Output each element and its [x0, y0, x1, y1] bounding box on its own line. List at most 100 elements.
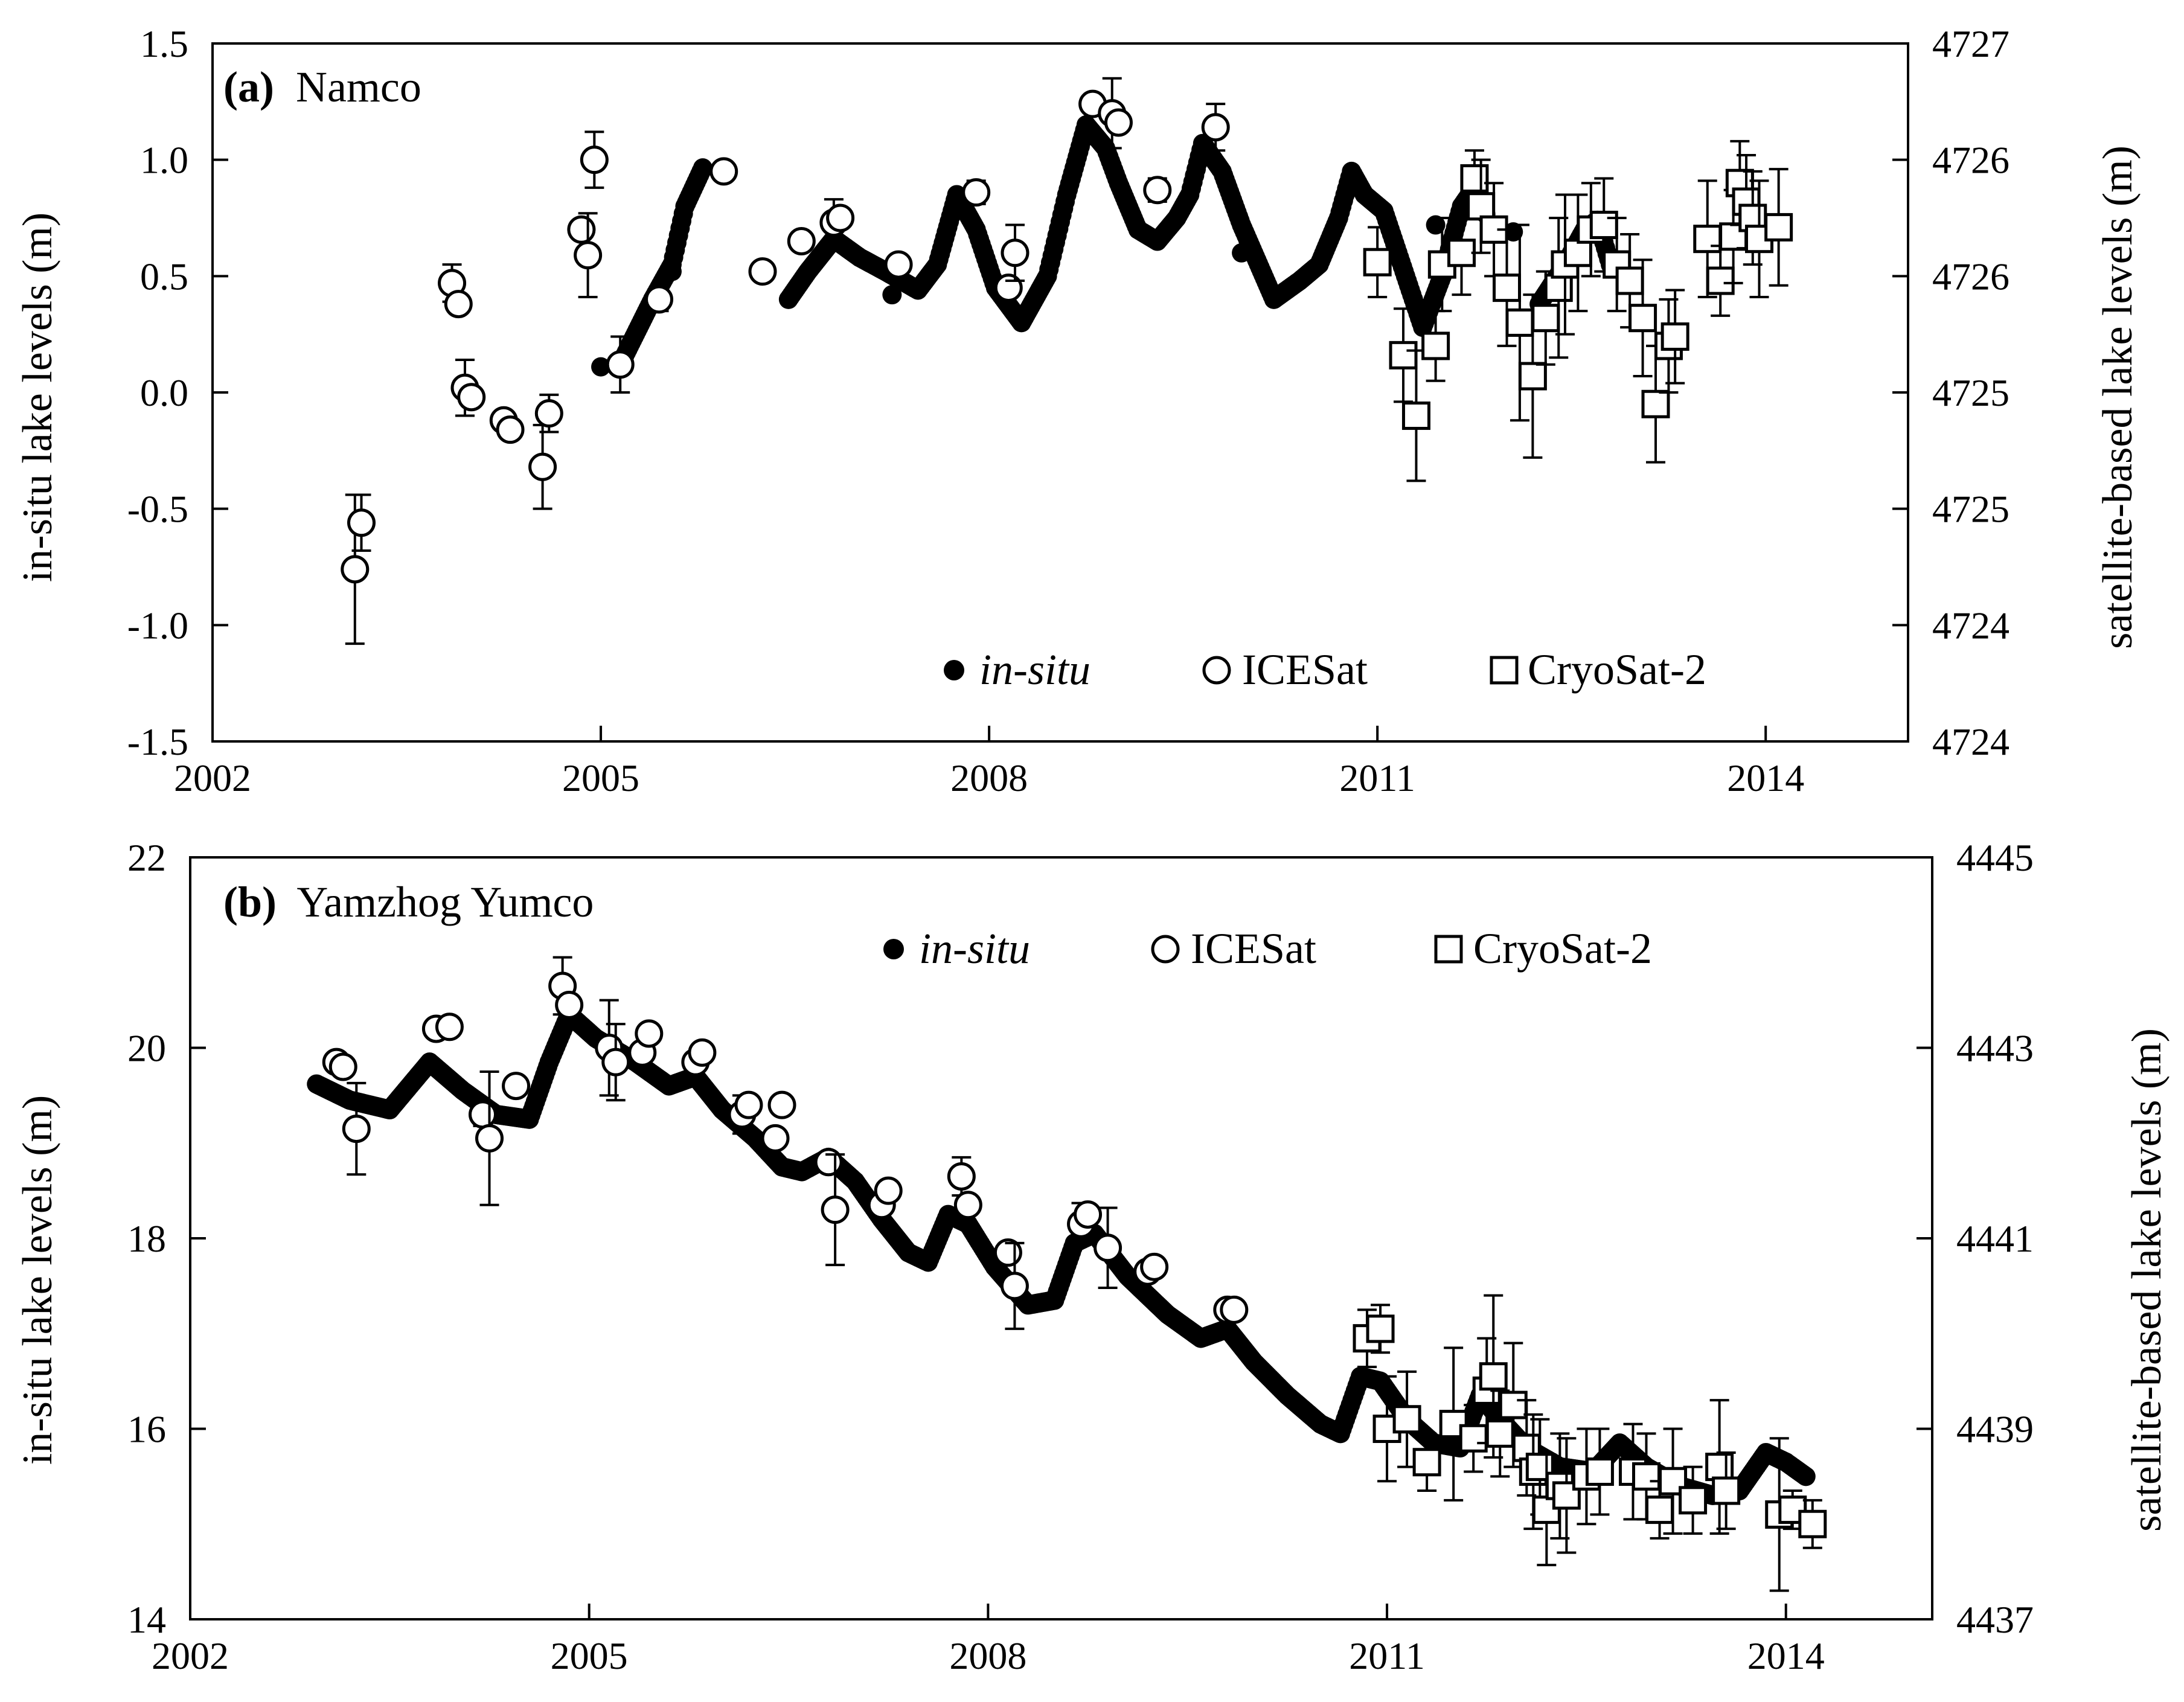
x-tick-label: 2014 — [1727, 757, 1804, 799]
panel-b-title: (b) Yamzhog Yumco — [223, 878, 594, 926]
cryosat-point — [1798, 1509, 1827, 1538]
icesat-point — [341, 555, 370, 584]
x-tick-label: 2011 — [1339, 757, 1415, 799]
icesat-point — [528, 452, 557, 481]
y2-tick-label: 4445 — [1956, 836, 2034, 879]
cryosat-point — [1479, 1362, 1508, 1391]
cryosat-point — [1392, 1405, 1421, 1434]
legend-icesat-marker — [1202, 656, 1231, 685]
y2-tick-label: 4727 — [1932, 22, 2009, 65]
x-tick-label: 2008 — [950, 757, 1028, 799]
icesat-point — [567, 215, 596, 244]
y2-tick-label: 4441 — [1956, 1217, 2034, 1260]
icesat-point — [1201, 113, 1230, 142]
cryosat-point — [1585, 1457, 1614, 1486]
cryosat-point — [1615, 266, 1644, 295]
icesat-point — [1094, 1233, 1122, 1262]
panel-b-letter: (b) — [223, 878, 277, 926]
icesat-point — [767, 1090, 796, 1119]
icesat-point — [821, 1195, 850, 1224]
icesat-point — [555, 991, 584, 1020]
insitu-point — [882, 285, 902, 305]
icesat-point — [1143, 176, 1172, 205]
panel-b-lake-name: Yamzhog Yumco — [296, 878, 594, 926]
cryosat-point — [1628, 304, 1657, 333]
cryosat-point — [1531, 304, 1560, 333]
panel-a: (a) Namco in-situ lake levels (m) satell… — [14, 22, 2141, 799]
icesat-point — [1220, 1295, 1249, 1324]
insitu-point — [1504, 222, 1523, 242]
cryosat-point — [1493, 274, 1522, 302]
icesat-point — [814, 1148, 843, 1177]
cryosat-point — [1460, 164, 1489, 193]
cryosat-point — [1363, 248, 1392, 277]
x-tick-label: 2008 — [949, 1634, 1026, 1677]
cryosat-point — [1525, 1453, 1554, 1482]
cryosat-point — [1421, 331, 1450, 360]
cryosat-point — [1544, 274, 1573, 302]
icesat-point — [328, 1052, 357, 1081]
icesat-point — [787, 227, 816, 256]
cryosat-point — [1447, 238, 1476, 267]
legend-icesat-label: ICESat — [1191, 924, 1316, 973]
icesat-point — [994, 274, 1023, 302]
icesat-point — [574, 241, 603, 270]
cryosat-point — [1505, 308, 1534, 337]
legend-insitu-label: in-situ — [919, 924, 1030, 973]
icesat-point — [734, 1090, 763, 1119]
legend-cryosat-marker — [1434, 935, 1463, 964]
panel-a-y2label: satellite-based lake levels (m) — [2095, 146, 2141, 649]
x-tick-label: 2014 — [1747, 1634, 1825, 1677]
legend-insitu-marker — [883, 939, 904, 959]
legend-cryosat-label: CryoSat-2 — [1528, 645, 1706, 694]
y2-tick-label: 4726 — [1932, 255, 2009, 298]
insitu-point — [1796, 1467, 1816, 1486]
cryosat-point — [1712, 1476, 1741, 1505]
panel-a-lake-name: Namco — [296, 63, 421, 111]
y2-tick-label: 4725 — [1932, 488, 2009, 531]
panel-b-ylabel: in-situ lake levels (m) — [14, 1095, 61, 1465]
legend-insitu-marker — [944, 660, 964, 680]
panel-b: (b) Yamzhog Yumco in-situ lake levels (m… — [14, 836, 2170, 1677]
y-tick-label: 22 — [127, 836, 166, 879]
y-tick-label: -1.0 — [127, 604, 188, 647]
legend-cryosat-label: CryoSat-2 — [1473, 924, 1652, 973]
icesat-point — [645, 285, 674, 314]
icesat-point — [1074, 1200, 1103, 1229]
icesat-point — [709, 157, 738, 186]
panel-a-legend: in-situ ICESat CryoSat-2 — [944, 645, 1706, 694]
y2-tick-label: 4443 — [1956, 1027, 2034, 1070]
legend-insitu-label: in-situ — [979, 645, 1090, 694]
y2-tick-label: 4726 — [1932, 139, 2009, 182]
icesat-point — [435, 1013, 464, 1041]
cryosat-point — [1412, 1448, 1441, 1477]
x-tick-label: 2005 — [551, 1634, 628, 1677]
cryosat-point — [1459, 1424, 1488, 1453]
icesat-point — [475, 1124, 504, 1153]
x-tick-label: 2005 — [562, 757, 639, 799]
icesat-point — [953, 1191, 982, 1220]
y-tick-label: -0.5 — [127, 488, 188, 531]
icesat-point — [874, 1176, 903, 1205]
y-tick-label: 20 — [127, 1027, 166, 1070]
legend-icesat-label: ICESat — [1242, 645, 1368, 694]
icesat-point — [748, 257, 777, 286]
y-tick-label: 0.0 — [140, 371, 188, 414]
cryosat-point — [1389, 341, 1418, 370]
y2-tick-label: 4724 — [1932, 604, 2009, 647]
y-tick-label: 0.5 — [140, 255, 188, 298]
x-tick-label: 2002 — [174, 757, 251, 799]
insitu-point — [1232, 243, 1252, 263]
icesat-point — [1104, 108, 1133, 137]
panel-b-y2label: satellite-based lake levels (m) — [2124, 1028, 2170, 1532]
cryosat-point — [1485, 1419, 1514, 1448]
cryosat-point — [1706, 266, 1735, 295]
x-tick-label: 2002 — [152, 1634, 229, 1677]
cryosat-point — [1764, 213, 1793, 242]
cryosat-point — [1632, 1462, 1661, 1491]
y2-tick-label: 4437 — [1956, 1598, 2034, 1641]
icesat-point — [347, 508, 376, 537]
y-tick-label: -1.5 — [127, 720, 188, 763]
insitu-point — [693, 158, 713, 178]
icesat-point — [601, 1048, 630, 1077]
